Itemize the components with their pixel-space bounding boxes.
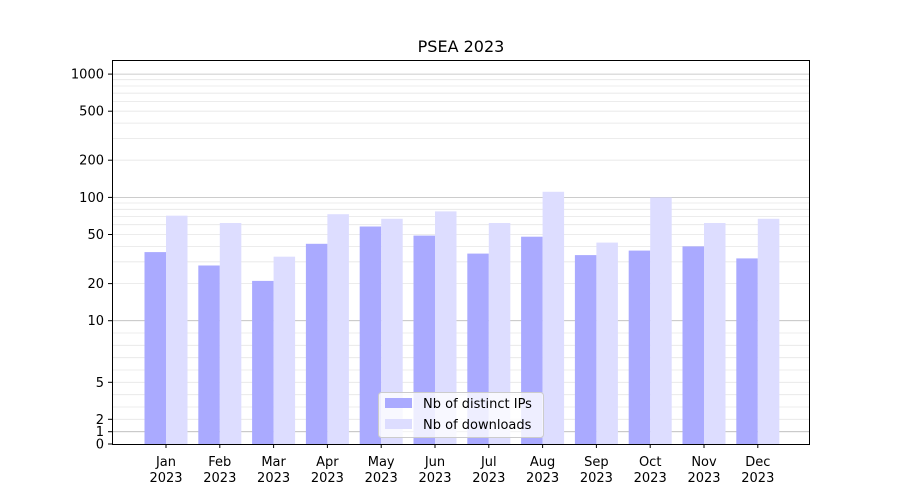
bar-downloads-jun bbox=[435, 211, 457, 444]
x-tick-label-year: 2023 bbox=[472, 471, 505, 486]
plot-frame bbox=[112, 60, 810, 445]
x-tick-label-year: 2023 bbox=[311, 471, 344, 486]
bar-downloads-feb bbox=[219, 223, 242, 444]
x-tick-label-month: Nov bbox=[691, 455, 717, 470]
x-tick-label-year: 2023 bbox=[741, 471, 774, 486]
bar-distinct-ips-oct bbox=[628, 250, 651, 444]
legend-label-distinct-ips: Nb of distinct IPs bbox=[423, 397, 532, 412]
bar-distinct-ips-jan bbox=[144, 252, 166, 444]
legend-box bbox=[378, 392, 544, 438]
bar-distinct-ips-dec bbox=[736, 258, 758, 444]
x-tick-label-month: Feb bbox=[208, 455, 231, 470]
legend: Nb of distinct IPs Nb of downloads bbox=[378, 392, 544, 438]
bar-downloads-jan bbox=[166, 215, 188, 444]
x-tick-label-year: 2023 bbox=[634, 471, 667, 486]
x-tick-label-month: May bbox=[368, 455, 395, 470]
y-tick-label: 20 bbox=[87, 277, 104, 292]
bar-distinct-ips-mar bbox=[252, 280, 274, 444]
bar-distinct-ips-jun bbox=[413, 235, 435, 444]
x-tick-label-month: Apr bbox=[316, 455, 339, 470]
y-axis: 012 5 10 20 50 100 200 500 1000 bbox=[71, 68, 112, 453]
x-tick-label-year: 2023 bbox=[418, 471, 451, 486]
bar-downloads-may bbox=[381, 218, 403, 444]
bar-downloads-sep bbox=[596, 242, 618, 444]
bars bbox=[144, 191, 780, 444]
bar-downloads-oct bbox=[650, 197, 672, 444]
y-tick-label: 0 bbox=[96, 438, 104, 453]
y-tick-label: 200 bbox=[79, 154, 104, 169]
y-tick-label: 10 bbox=[87, 314, 104, 329]
x-tick-label-month: Oct bbox=[639, 455, 661, 470]
bar-distinct-ips-feb bbox=[198, 265, 220, 444]
bar-downloads-mar bbox=[273, 256, 296, 444]
bar-downloads-jul bbox=[488, 223, 511, 444]
legend-swatch-distinct-ips bbox=[385, 398, 412, 408]
legend-label-downloads: Nb of downloads bbox=[423, 418, 532, 433]
chart-title: PSEA 2023 bbox=[418, 37, 505, 56]
x-tick-label-month: Jul bbox=[480, 455, 497, 470]
x-tick-label-month: Sep bbox=[584, 455, 609, 470]
y-tick-label: 5 bbox=[96, 376, 104, 391]
bar-downloads-apr bbox=[327, 214, 349, 444]
x-tick-label-year: 2023 bbox=[365, 471, 398, 486]
x-tick-label-month: Mar bbox=[261, 455, 286, 470]
x-tick-label-year: 2023 bbox=[149, 471, 182, 486]
bar-distinct-ips-apr bbox=[305, 243, 328, 444]
x-tick-label-month: Jun bbox=[424, 455, 445, 470]
y-tick-label: 1000 bbox=[71, 68, 104, 83]
bar-distinct-ips-sep bbox=[574, 255, 597, 444]
bar-downloads-aug bbox=[542, 191, 565, 444]
x-tick-label-year: 2023 bbox=[526, 471, 559, 486]
bar-downloads-dec bbox=[757, 218, 780, 444]
y-tick-label: 100 bbox=[79, 191, 104, 206]
bar-distinct-ips-nov bbox=[682, 246, 704, 444]
x-tick-label-month: Aug bbox=[530, 455, 555, 470]
y-tick-label: 500 bbox=[79, 105, 104, 120]
x-tick-label-year: 2023 bbox=[203, 471, 236, 486]
x-axis: Jan2023Feb2023Mar2023Apr2023May2023Jun20… bbox=[149, 444, 774, 486]
legend-swatch-downloads bbox=[385, 419, 412, 429]
y-tick-label: 1 bbox=[96, 425, 104, 440]
bar-downloads-nov bbox=[704, 223, 726, 444]
x-tick-label-year: 2023 bbox=[257, 471, 290, 486]
x-tick-label-year: 2023 bbox=[580, 471, 613, 486]
x-tick-label-month: Jan bbox=[155, 455, 176, 470]
bar-distinct-ips-may bbox=[359, 226, 382, 444]
x-tick-label-year: 2023 bbox=[687, 471, 720, 486]
y-tick-label: 50 bbox=[87, 228, 104, 243]
y-tick-label: 2 bbox=[96, 413, 104, 428]
x-tick-label-month: Dec bbox=[745, 455, 770, 470]
